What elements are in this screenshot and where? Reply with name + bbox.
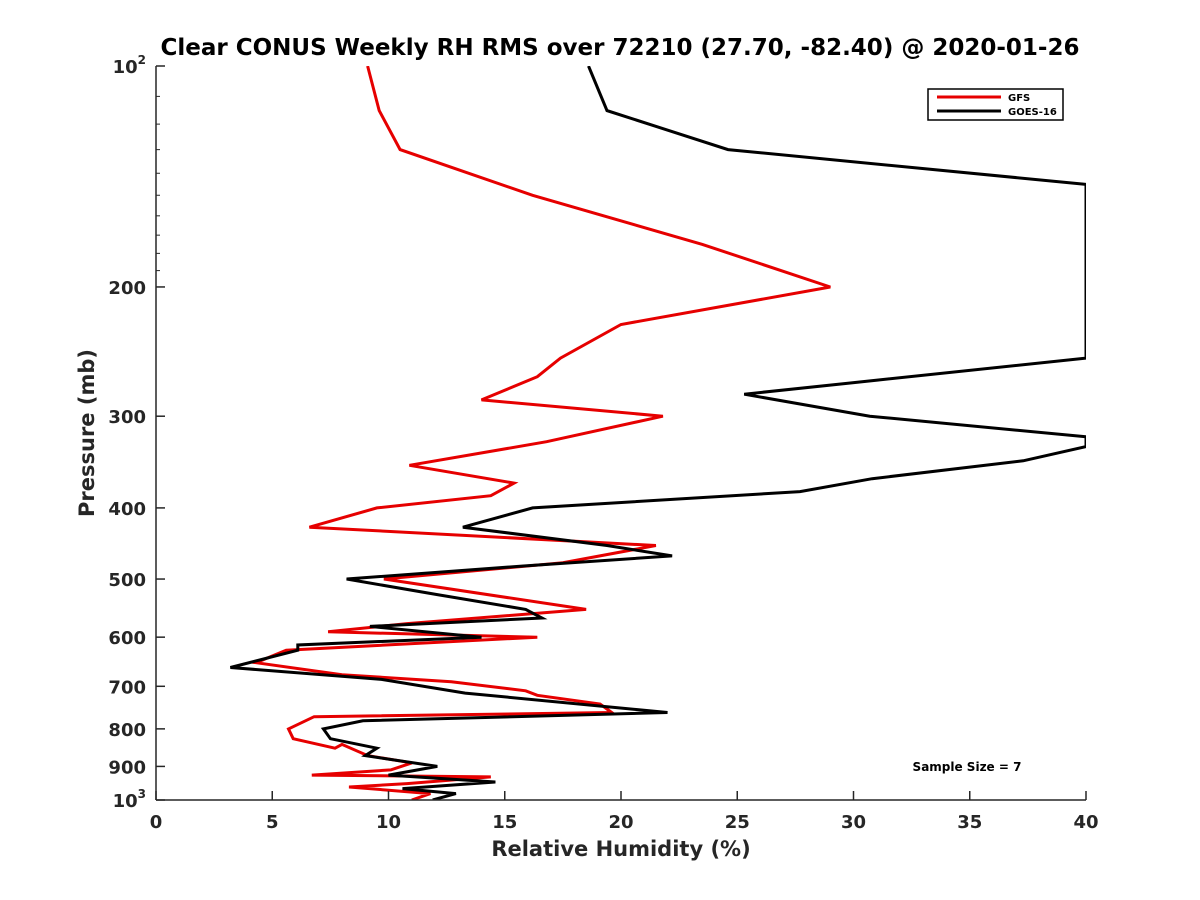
y-axis-label: Pressure (mb) bbox=[75, 349, 99, 517]
y-tick-label: 300 bbox=[108, 407, 146, 428]
y-tick-label: 200 bbox=[108, 278, 146, 299]
y-tick-label: 102 bbox=[113, 53, 146, 78]
y-tick-label: 600 bbox=[108, 628, 146, 649]
legend-box bbox=[927, 88, 1064, 121]
y-tick-label: 900 bbox=[108, 757, 146, 778]
x-tick-label: 10 bbox=[376, 812, 401, 833]
legend-label-gfs: GFS bbox=[1008, 93, 1030, 104]
chart-title: Clear CONUS Weekly RH RMS over 72210 (27… bbox=[161, 35, 1080, 61]
y-tick-label: 700 bbox=[108, 677, 146, 698]
axes-layer: 0 5 10 15 20 25 30 35 40 102 200 300 400 500 600 700 800… bbox=[108, 53, 1098, 833]
y-tick-label: 800 bbox=[108, 720, 146, 741]
y-tick-label: 500 bbox=[108, 570, 146, 591]
legend: GFS GOES-16 bbox=[927, 88, 1064, 121]
x-tick-label: 30 bbox=[841, 812, 866, 833]
legend-label-goes16: GOES-16 bbox=[1008, 107, 1057, 118]
series-line-goes16 bbox=[230, 66, 1086, 800]
x-axis-label: Relative Humidity (%) bbox=[491, 837, 750, 861]
x-tick-label: 15 bbox=[492, 812, 517, 833]
x-tick-label: 40 bbox=[1073, 812, 1098, 833]
y-tick-label: 400 bbox=[108, 499, 146, 520]
series-line-gfs bbox=[250, 66, 831, 800]
x-tick-label: 35 bbox=[957, 812, 982, 833]
series-layer bbox=[230, 66, 1086, 800]
x-tick-label: 0 bbox=[150, 812, 163, 833]
x-tick-label: 20 bbox=[608, 812, 633, 833]
x-tick-label: 5 bbox=[266, 812, 279, 833]
y-tick-label: 103 bbox=[113, 787, 146, 812]
x-tick-label: 25 bbox=[725, 812, 750, 833]
sample-size-annotation: Sample Size = 7 bbox=[913, 760, 1022, 774]
